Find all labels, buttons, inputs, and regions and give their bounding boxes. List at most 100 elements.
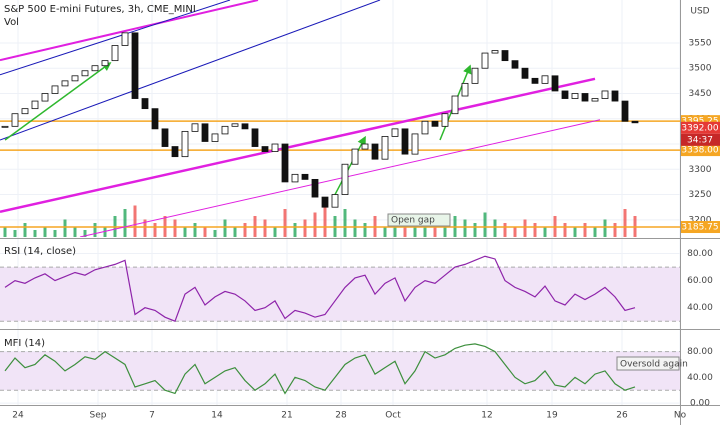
- volume-bar: [313, 212, 317, 237]
- candle: [241, 123, 249, 130]
- candle: [31, 100, 39, 110]
- level-tag: [681, 221, 720, 234]
- candle: [71, 75, 79, 82]
- candle: [81, 70, 89, 77]
- x-tick-label: 21: [281, 411, 292, 421]
- candle: [631, 120, 639, 124]
- candle: [591, 98, 599, 102]
- annotation-box: [616, 356, 680, 371]
- mfi-title: MFI (14): [4, 338, 45, 349]
- candle: [141, 98, 149, 110]
- candle: [491, 50, 499, 54]
- x-tick-label: Oct: [385, 411, 401, 421]
- candle: [41, 93, 49, 102]
- x-tick-label: 14: [211, 411, 223, 421]
- countdown: 34:37: [687, 135, 713, 145]
- trend-line: [79, 119, 601, 237]
- y-tick-label: 3500: [689, 64, 712, 74]
- candle: [191, 123, 199, 132]
- candle: [1, 125, 9, 128]
- volume-bar: [143, 219, 147, 237]
- volume-bar: [183, 226, 187, 237]
- candle: [521, 67, 529, 79]
- volume-bar: [23, 223, 27, 237]
- volume-bar: [353, 219, 357, 237]
- candle: [311, 178, 319, 198]
- indicator-line: [4, 343, 636, 395]
- volume-bar: [293, 223, 297, 237]
- candle: [561, 90, 569, 99]
- candle: [271, 143, 279, 152]
- candle: [351, 148, 359, 165]
- volume-bar: [213, 230, 217, 237]
- candle: [601, 90, 609, 99]
- rsi-title: RSI (14, close): [4, 246, 76, 257]
- volume-bar: [413, 223, 417, 237]
- volume-bar: [43, 226, 47, 237]
- level-tag-label: 3185.75: [681, 223, 718, 233]
- y-tick-label: 3550: [689, 38, 712, 48]
- candle: [471, 67, 479, 84]
- plot-layer: [0, 0, 681, 405]
- y-tick-label: 3300: [689, 165, 712, 175]
- trend-line: [0, 77, 596, 213]
- volume-bar: [33, 230, 37, 237]
- candle: [461, 82, 469, 97]
- candle: [171, 146, 179, 158]
- volume-bar: [563, 223, 567, 237]
- candle: [331, 194, 339, 208]
- volume-bar: [593, 226, 597, 237]
- main-pane: [0, 0, 680, 237]
- candle: [151, 108, 159, 130]
- level-tag-label: 3395.25: [681, 117, 718, 127]
- candle: [321, 196, 329, 208]
- candle: [361, 143, 369, 150]
- volume-bar: [433, 219, 437, 237]
- volume-bar: [483, 212, 487, 237]
- volume-bar: [623, 209, 627, 237]
- volume-bar: [303, 219, 307, 237]
- candle: [131, 32, 139, 99]
- y-tick-label: 3200: [689, 215, 712, 225]
- level-tag: [681, 144, 720, 157]
- level-tag-label: 3338.00: [681, 146, 718, 156]
- candle: [621, 100, 629, 122]
- volume-bar: [193, 223, 197, 237]
- volume-bar: [463, 219, 467, 237]
- arrow: [4, 62, 112, 141]
- candle: [91, 65, 99, 72]
- candle: [511, 60, 519, 69]
- volume-bar: [503, 223, 507, 237]
- x-tick-label: Sep: [90, 411, 107, 421]
- volume-bar: [383, 226, 387, 237]
- volume-bar: [53, 230, 57, 237]
- volume-bar: [233, 226, 237, 237]
- volume-bar: [273, 226, 277, 237]
- volume-bar: [363, 223, 367, 237]
- x-tick-label: 26: [616, 411, 628, 421]
- volume-bar: [493, 219, 497, 237]
- volume-bar: [73, 226, 77, 237]
- volume-bar: [533, 223, 537, 237]
- volume-bar: [173, 219, 177, 237]
- arrow: [334, 135, 366, 195]
- volume-bar: [203, 226, 207, 237]
- indicator-pane: [0, 255, 680, 323]
- chart-title: S&P 500 E-mini Futures, 3h, CME_MINI: [4, 4, 196, 15]
- volume-bar: [83, 230, 87, 237]
- volume-bar: [283, 209, 287, 237]
- candle: [371, 143, 379, 160]
- annotation: Open gap: [391, 216, 435, 226]
- volume-bar: [543, 226, 547, 237]
- candle: [571, 93, 579, 99]
- candle: [231, 123, 239, 127]
- candle: [251, 128, 259, 147]
- volume-bar: [13, 230, 17, 237]
- candle: [211, 133, 219, 142]
- candle: [341, 163, 349, 195]
- volume-bar: [443, 223, 447, 237]
- candle: [11, 113, 19, 127]
- indicator-line: [4, 255, 636, 323]
- x-tick-label: 12: [481, 411, 492, 421]
- candle: [201, 123, 209, 142]
